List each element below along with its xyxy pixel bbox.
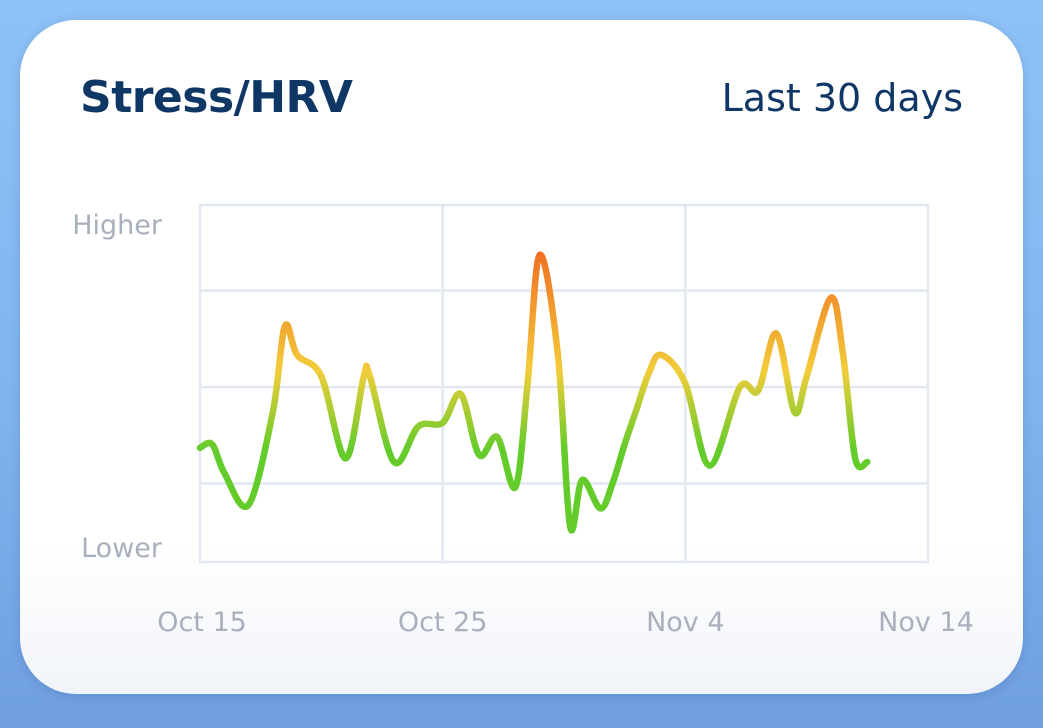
y-tick-label-lower: Lower <box>81 533 163 564</box>
stress-hrv-card: Stress/HRV Last 30 days Lower Higher Oct … <box>20 20 1023 694</box>
x-tick-label: Oct 15 <box>157 607 247 638</box>
x-tick-label: Nov 4 <box>646 607 724 638</box>
stress-hrv-chart: Lower Higher Oct 15 Oct 25 Nov 4 Nov 14 <box>72 203 974 638</box>
grid-frame <box>198 203 930 564</box>
x-axis-labels: Oct 15 Oct 25 Nov 4 Nov 14 <box>157 607 974 638</box>
time-range-selector[interactable]: Last 30 days <box>721 76 963 120</box>
x-tick-label: Nov 14 <box>878 607 974 638</box>
stress-line <box>196 251 871 534</box>
y-axis-labels: Lower Higher <box>72 210 163 564</box>
chart-grid <box>198 203 930 564</box>
y-tick-label-higher: Higher <box>72 210 163 241</box>
card-title: Stress/HRV <box>80 72 353 123</box>
x-tick-label: Oct 25 <box>398 607 488 638</box>
